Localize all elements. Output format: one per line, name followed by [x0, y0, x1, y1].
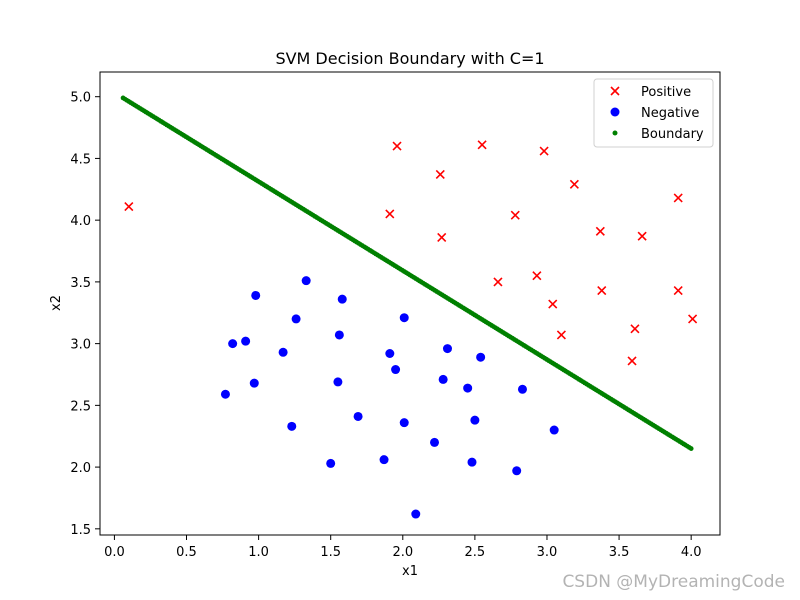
y-axis-label: x2 — [49, 295, 64, 311]
legend-boundary-label: Boundary — [641, 127, 704, 142]
negative-point — [353, 411, 363, 421]
legend-negative-label: Negative — [641, 106, 699, 121]
negative-point — [334, 330, 344, 340]
positive-point — [688, 314, 698, 324]
boundary-series — [120, 95, 694, 451]
x-tick-label: 0.5 — [176, 545, 197, 560]
negative-point — [467, 457, 477, 467]
x-tick-label: 2.0 — [392, 545, 413, 560]
positive-point — [435, 169, 445, 180]
positive-point — [569, 179, 579, 189]
positive-point — [556, 330, 566, 340]
y-tick-label: 4.5 — [70, 152, 91, 167]
x-tick-label: 3.0 — [537, 545, 558, 560]
positive-point — [437, 232, 447, 243]
axis-ticks: 0.0 0.5 1.0 1.5 2.0 2.5 3.0 3.5 4.0 1.5 2.0 2.5 3.0 3… — [70, 91, 701, 560]
watermark-text: CSDN @MyDreamingCode — [562, 572, 785, 592]
negative-point — [463, 383, 473, 393]
x-tick-label: 1.5 — [320, 545, 341, 560]
negative-point — [399, 313, 409, 323]
legend-positive-marker — [610, 86, 620, 96]
x-axis-label: x1 — [402, 564, 418, 579]
positive-point — [637, 231, 647, 241]
positive-point — [477, 140, 487, 150]
y-tick-label: 2.5 — [70, 399, 91, 414]
negative-point — [391, 365, 401, 375]
y-tick-label: 5.0 — [70, 91, 91, 106]
x-tick-label: 1.0 — [248, 545, 269, 560]
negative-point — [512, 466, 522, 476]
positive-point — [510, 210, 520, 220]
positive-point — [532, 271, 542, 281]
positive-point — [493, 277, 503, 287]
positive-point — [597, 285, 607, 296]
positive-point — [627, 356, 637, 366]
negative-point — [476, 352, 486, 362]
positive-point — [673, 285, 683, 296]
y-tick-label: 1.5 — [70, 523, 91, 538]
negative-point — [399, 418, 409, 428]
boundary-point — [688, 446, 694, 451]
negative-point — [442, 344, 452, 354]
y-tick-label: 2.0 — [70, 461, 91, 476]
positive-point — [630, 324, 640, 334]
negative-point — [278, 347, 288, 357]
x-tick-label: 0.0 — [104, 545, 125, 560]
negative-point — [470, 415, 480, 425]
positive-series — [124, 140, 698, 366]
negative-point — [228, 339, 238, 349]
negative-point — [249, 378, 259, 388]
legend-negative-marker — [610, 107, 620, 117]
negative-point — [379, 455, 389, 465]
negative-point — [251, 290, 261, 300]
legend: Positive Negative Boundary — [593, 78, 714, 148]
negative-point — [333, 377, 343, 387]
legend-boundary-marker — [612, 130, 618, 136]
positive-point — [548, 299, 558, 309]
positive-point — [392, 141, 402, 151]
legend-positive-label: Positive — [641, 85, 691, 100]
negative-point — [385, 349, 395, 359]
x-tick-label: 3.5 — [609, 545, 630, 560]
negative-point — [411, 509, 421, 519]
negative-point — [291, 314, 301, 324]
y-tick-label: 4.0 — [70, 214, 91, 229]
negative-point — [430, 437, 440, 447]
plot-frame — [99, 71, 721, 536]
negative-point — [241, 336, 251, 346]
x-tick-label: 4.0 — [681, 545, 702, 560]
negative-point — [287, 421, 297, 431]
negative-point — [337, 294, 347, 304]
negative-point — [438, 374, 448, 384]
positive-point — [124, 202, 134, 212]
negative-point — [517, 384, 527, 394]
negative-point — [301, 276, 311, 286]
positive-point — [539, 146, 549, 156]
y-tick-label: 3.0 — [70, 338, 91, 353]
negative-point — [220, 389, 230, 399]
x-tick-label: 2.5 — [465, 545, 486, 560]
y-tick-label: 3.5 — [70, 276, 91, 291]
negative-series — [220, 276, 559, 519]
negative-point — [549, 425, 559, 435]
legend-box — [593, 78, 714, 148]
negative-point — [326, 458, 336, 468]
positive-point — [385, 209, 395, 219]
positive-point — [673, 193, 683, 203]
chart-title: SVM Decision Boundary with C=1 — [275, 49, 544, 68]
positive-point — [595, 226, 605, 236]
